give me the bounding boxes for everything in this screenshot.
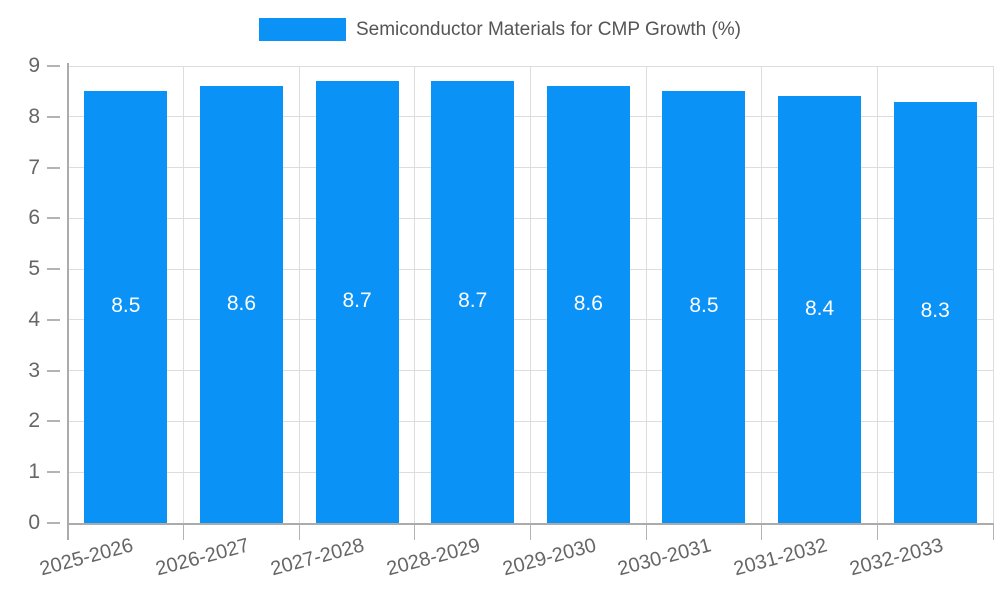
y-tick-label: 2 [28, 409, 40, 433]
x-tick [992, 523, 994, 540]
x-tick [645, 523, 647, 540]
y-tick [47, 217, 60, 220]
v-gridline [645, 66, 647, 523]
y-tick-label: 0 [28, 511, 40, 534]
x-tick [876, 523, 878, 540]
legend-swatch [258, 18, 346, 41]
bar[interactable] [893, 101, 977, 523]
x-tick-label: 2031-2032 [731, 534, 830, 581]
bar-value-label: 8.7 [342, 289, 372, 313]
y-tick [47, 115, 60, 118]
y-tick [47, 369, 60, 372]
bar[interactable] [199, 86, 283, 523]
x-tick [298, 523, 300, 540]
bar[interactable] [546, 86, 630, 523]
x-tick-label: 2030-2031 [615, 534, 714, 581]
x-axis-line [67, 523, 994, 525]
x-tick [183, 523, 185, 540]
v-gridline [992, 66, 994, 523]
y-tick [47, 166, 60, 169]
x-tick [761, 523, 763, 540]
y-axis-line [67, 63, 69, 540]
bar[interactable] [84, 91, 168, 523]
y-tick-label: 3 [28, 358, 40, 382]
x-tick-label: 2026-2027 [153, 534, 252, 581]
y-tick-label: 8 [28, 104, 40, 128]
y-tick [47, 268, 60, 271]
chart-title: Semiconductor Materials for CMP Growth (… [355, 18, 742, 40]
y-tick-label: 1 [28, 460, 40, 484]
x-tick-label: 2025-2026 [37, 534, 136, 581]
v-gridline [298, 66, 300, 523]
bar-value-label: 8.5 [111, 294, 141, 318]
bar[interactable] [778, 96, 862, 523]
bar[interactable] [315, 81, 399, 523]
x-tick-label: 2028-2029 [384, 534, 483, 581]
v-gridline [530, 66, 531, 523]
x-tick-label: 2027-2028 [268, 534, 367, 581]
bar-value-label: 8.5 [689, 294, 719, 318]
y-tick [47, 522, 60, 524]
x-tick [530, 523, 531, 540]
y-tick-label: 7 [28, 155, 40, 179]
x-tick-label: 2032-2033 [846, 534, 946, 581]
bar-value-label: 8.7 [458, 289, 488, 313]
x-tick [414, 523, 416, 540]
legend-item[interactable]: Semiconductor Materials for CMP Growth (… [258, 18, 742, 41]
legend: Semiconductor Materials for CMP Growth (… [0, 18, 1000, 41]
y-tick [47, 471, 60, 474]
y-tick-label: 6 [28, 206, 40, 230]
bar[interactable] [431, 81, 515, 523]
v-gridline [761, 66, 763, 523]
bar-value-label: 8.3 [920, 299, 950, 323]
y-tick-label: 4 [28, 307, 40, 331]
plot-area: 0 1 2 3 4 5 6 7 8 9 8.5 2025-2026 8.6 2026-2027 8.7 202… [28, 54, 994, 580]
y-tick-label: 5 [28, 257, 40, 281]
bar-value-label: 8.4 [804, 296, 835, 320]
bar-value-label: 8.6 [226, 291, 257, 315]
y-tick [47, 318, 60, 321]
v-gridline [414, 66, 416, 523]
bar-value-label: 8.6 [573, 291, 603, 315]
y-tick [47, 65, 60, 67]
x-tick-label: 2029-2030 [500, 534, 599, 581]
bar[interactable] [662, 91, 746, 523]
v-gridline [876, 66, 878, 523]
v-gridline [183, 66, 185, 523]
y-tick-label: 9 [28, 54, 40, 77]
y-tick [47, 420, 60, 423]
